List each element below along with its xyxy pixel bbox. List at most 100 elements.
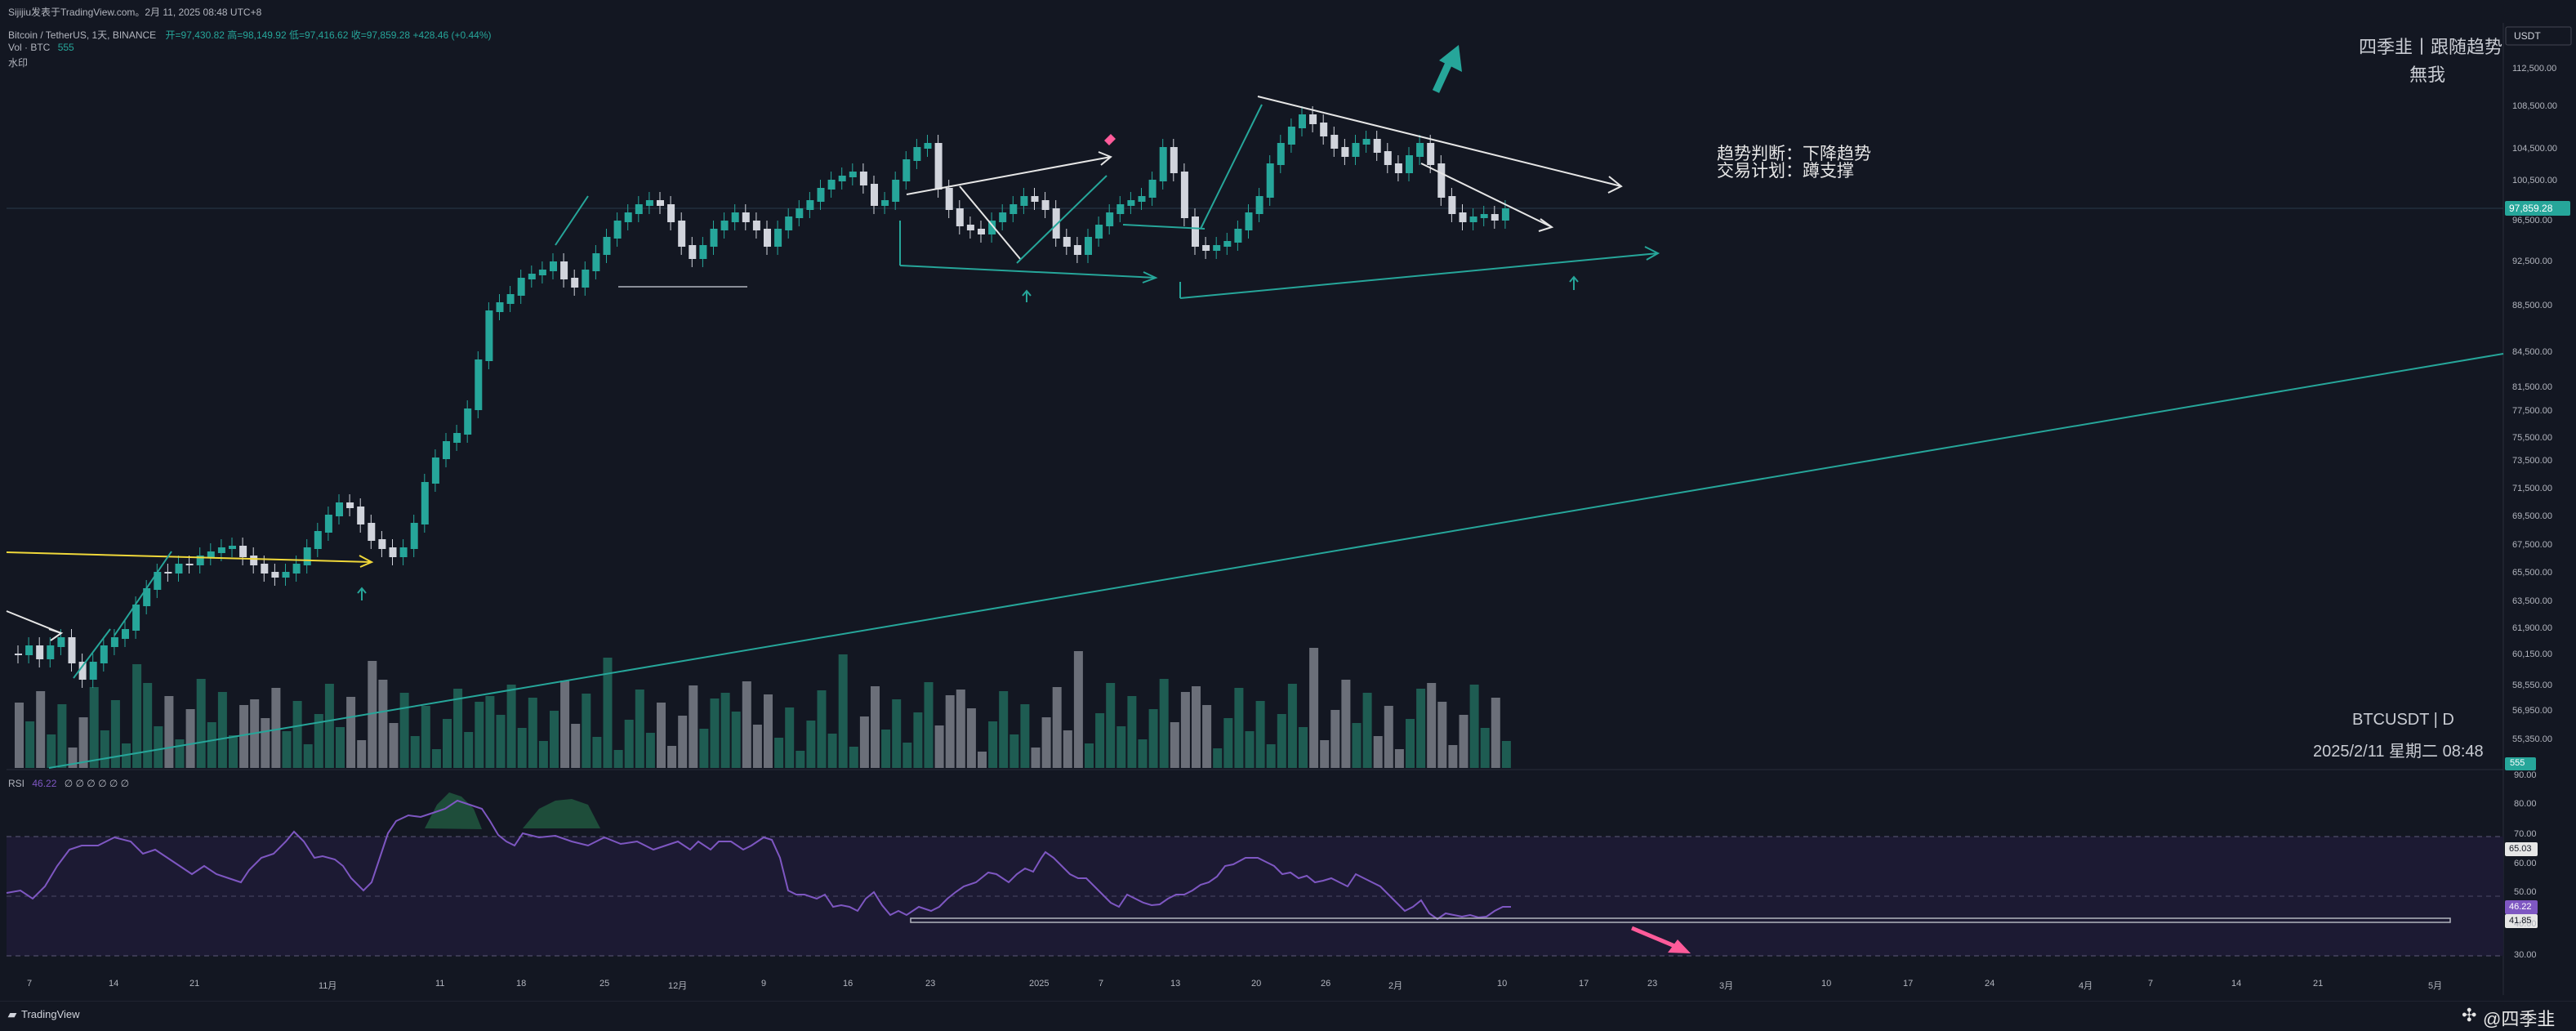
price-tick: 77,500.00 <box>2512 406 2552 416</box>
rsi-tick: 60.00 <box>2514 859 2537 868</box>
price-tick: 71,500.00 <box>2512 484 2552 493</box>
tradingview-brand[interactable]: TradingView <box>21 1008 80 1020</box>
candle-body <box>849 172 857 177</box>
volume-bar <box>1020 704 1030 768</box>
candle-body <box>100 645 108 663</box>
price-tick: 61,900.00 <box>2512 623 2552 633</box>
candle-body <box>613 221 622 239</box>
candle-body <box>250 556 258 565</box>
volume-bar <box>838 654 848 768</box>
volume-bar <box>582 694 591 768</box>
rsi-axis[interactable]: 90.00 80.00 70.00 60.00 50.00 40.00 30.00 <box>2506 770 2576 995</box>
volume-bar <box>314 714 323 768</box>
watermark-datetime: 2025/2/11 星期二 08:48 <box>2313 743 2484 761</box>
candle-body <box>592 253 600 271</box>
symbol-line[interactable]: Bitcoin / TetherUS, 1天, BINANCE 开=97,430… <box>8 28 492 42</box>
author-line: Sijijiu发表于TradingView.com。2月 11, 2025 08… <box>8 7 262 18</box>
time-tick: 13 <box>1170 979 1181 989</box>
candle-body <box>1127 200 1135 206</box>
price-tick: 65,500.00 <box>2512 568 2552 578</box>
watermark-legend[interactable]: 水印 <box>8 57 29 69</box>
volume-bar <box>806 721 816 768</box>
time-tick: 11月 <box>319 981 337 991</box>
rsi-legend[interactable]: RSI 46.22 ∅ ∅ ∅ ∅ ∅ ∅ <box>8 778 129 789</box>
price-axis[interactable]: 112,500.00 108,500.00 104,500.00 100,500.00… <box>2506 0 2576 770</box>
time-tick: 18 <box>516 979 527 989</box>
candle-body <box>485 310 493 361</box>
candle-body <box>110 637 118 647</box>
candle-body <box>496 302 504 312</box>
volume-bar <box>1373 736 1383 768</box>
vol-label: Vol · BTC <box>8 42 51 53</box>
currency-label[interactable]: USDT <box>2514 30 2541 42</box>
candle-body <box>261 564 269 574</box>
volume-bar <box>1384 706 1393 768</box>
volume-bar <box>496 715 506 768</box>
candle-body <box>431 457 439 484</box>
candle-body <box>78 662 87 680</box>
candle-body <box>464 408 472 435</box>
candle-body <box>292 564 301 574</box>
volume-bar <box>1330 710 1340 768</box>
time-tick: 17 <box>1579 979 1589 989</box>
candle-body <box>1202 245 1210 251</box>
candle-body <box>217 547 225 553</box>
volume-bar <box>485 696 495 768</box>
candle-body <box>1245 212 1253 230</box>
volume-bar <box>1287 684 1297 768</box>
volume-bar <box>956 690 965 768</box>
candle-body <box>796 208 804 218</box>
symbol-name[interactable]: Bitcoin / TetherUS, 1天, BINANCE <box>8 29 157 41</box>
volume-bar <box>785 707 795 768</box>
time-tick: 10 <box>1821 979 1832 989</box>
volume-bar <box>774 738 784 768</box>
volume-bar <box>1406 719 1415 768</box>
volume-bar <box>1416 689 1426 768</box>
price-tick: 58,550.00 <box>2512 681 2552 690</box>
volume-legend[interactable]: Vol · BTC 555 <box>8 42 74 53</box>
candle-body <box>1309 114 1317 124</box>
last-price-label: 97,859.28 <box>2509 203 2553 214</box>
volume-bar <box>368 661 377 768</box>
candle-body <box>15 654 22 655</box>
rsi-upper-tag-label: 65.03 <box>2509 844 2532 854</box>
candle-body <box>389 547 397 557</box>
candle-body <box>1213 245 1221 251</box>
volume-bar <box>752 725 762 768</box>
rsi-upper-tag <box>2505 842 2538 856</box>
candle-body <box>1031 196 1039 202</box>
volume-bar <box>517 728 527 768</box>
volume-bar <box>1352 723 1362 768</box>
volume-bar <box>132 664 142 768</box>
volume-bar <box>667 746 677 768</box>
volume-bar <box>699 729 709 768</box>
candle-body <box>378 539 386 549</box>
candle-body <box>1469 216 1477 222</box>
candle-body <box>1085 237 1092 255</box>
volume-bar <box>1148 709 1158 768</box>
tradingview-logo-icon[interactable]: ▰ <box>8 1008 16 1020</box>
candle-body <box>689 245 697 259</box>
candle-body <box>678 221 686 247</box>
volume-bar <box>68 748 78 768</box>
candle-body <box>966 225 974 230</box>
volume-bar <box>560 681 570 768</box>
volume-bar <box>336 727 345 768</box>
candle-body <box>324 515 332 533</box>
candle-body <box>1159 147 1167 181</box>
volume-bar <box>389 723 399 768</box>
candle-body <box>752 221 760 230</box>
candle-body <box>859 172 867 185</box>
volume-bar <box>175 739 185 768</box>
candle-body <box>774 229 782 247</box>
rsi-tick: 80.00 <box>2514 799 2537 809</box>
price-tick: 55,350.00 <box>2512 734 2552 744</box>
time-axis[interactable]: 7 14 21 11月 11 18 25 12月 9 16 23 2025 7 13 20 26 2月 10 17 2… <box>0 977 2503 995</box>
trend-judgment-text: 趋势判断：下降趋势 <box>1717 145 1871 163</box>
volume-bar <box>999 691 1009 768</box>
volume-bar <box>1223 718 1233 768</box>
rsi-label: RSI <box>8 778 25 789</box>
volume-bar <box>25 721 35 768</box>
candle-body <box>1009 204 1018 214</box>
